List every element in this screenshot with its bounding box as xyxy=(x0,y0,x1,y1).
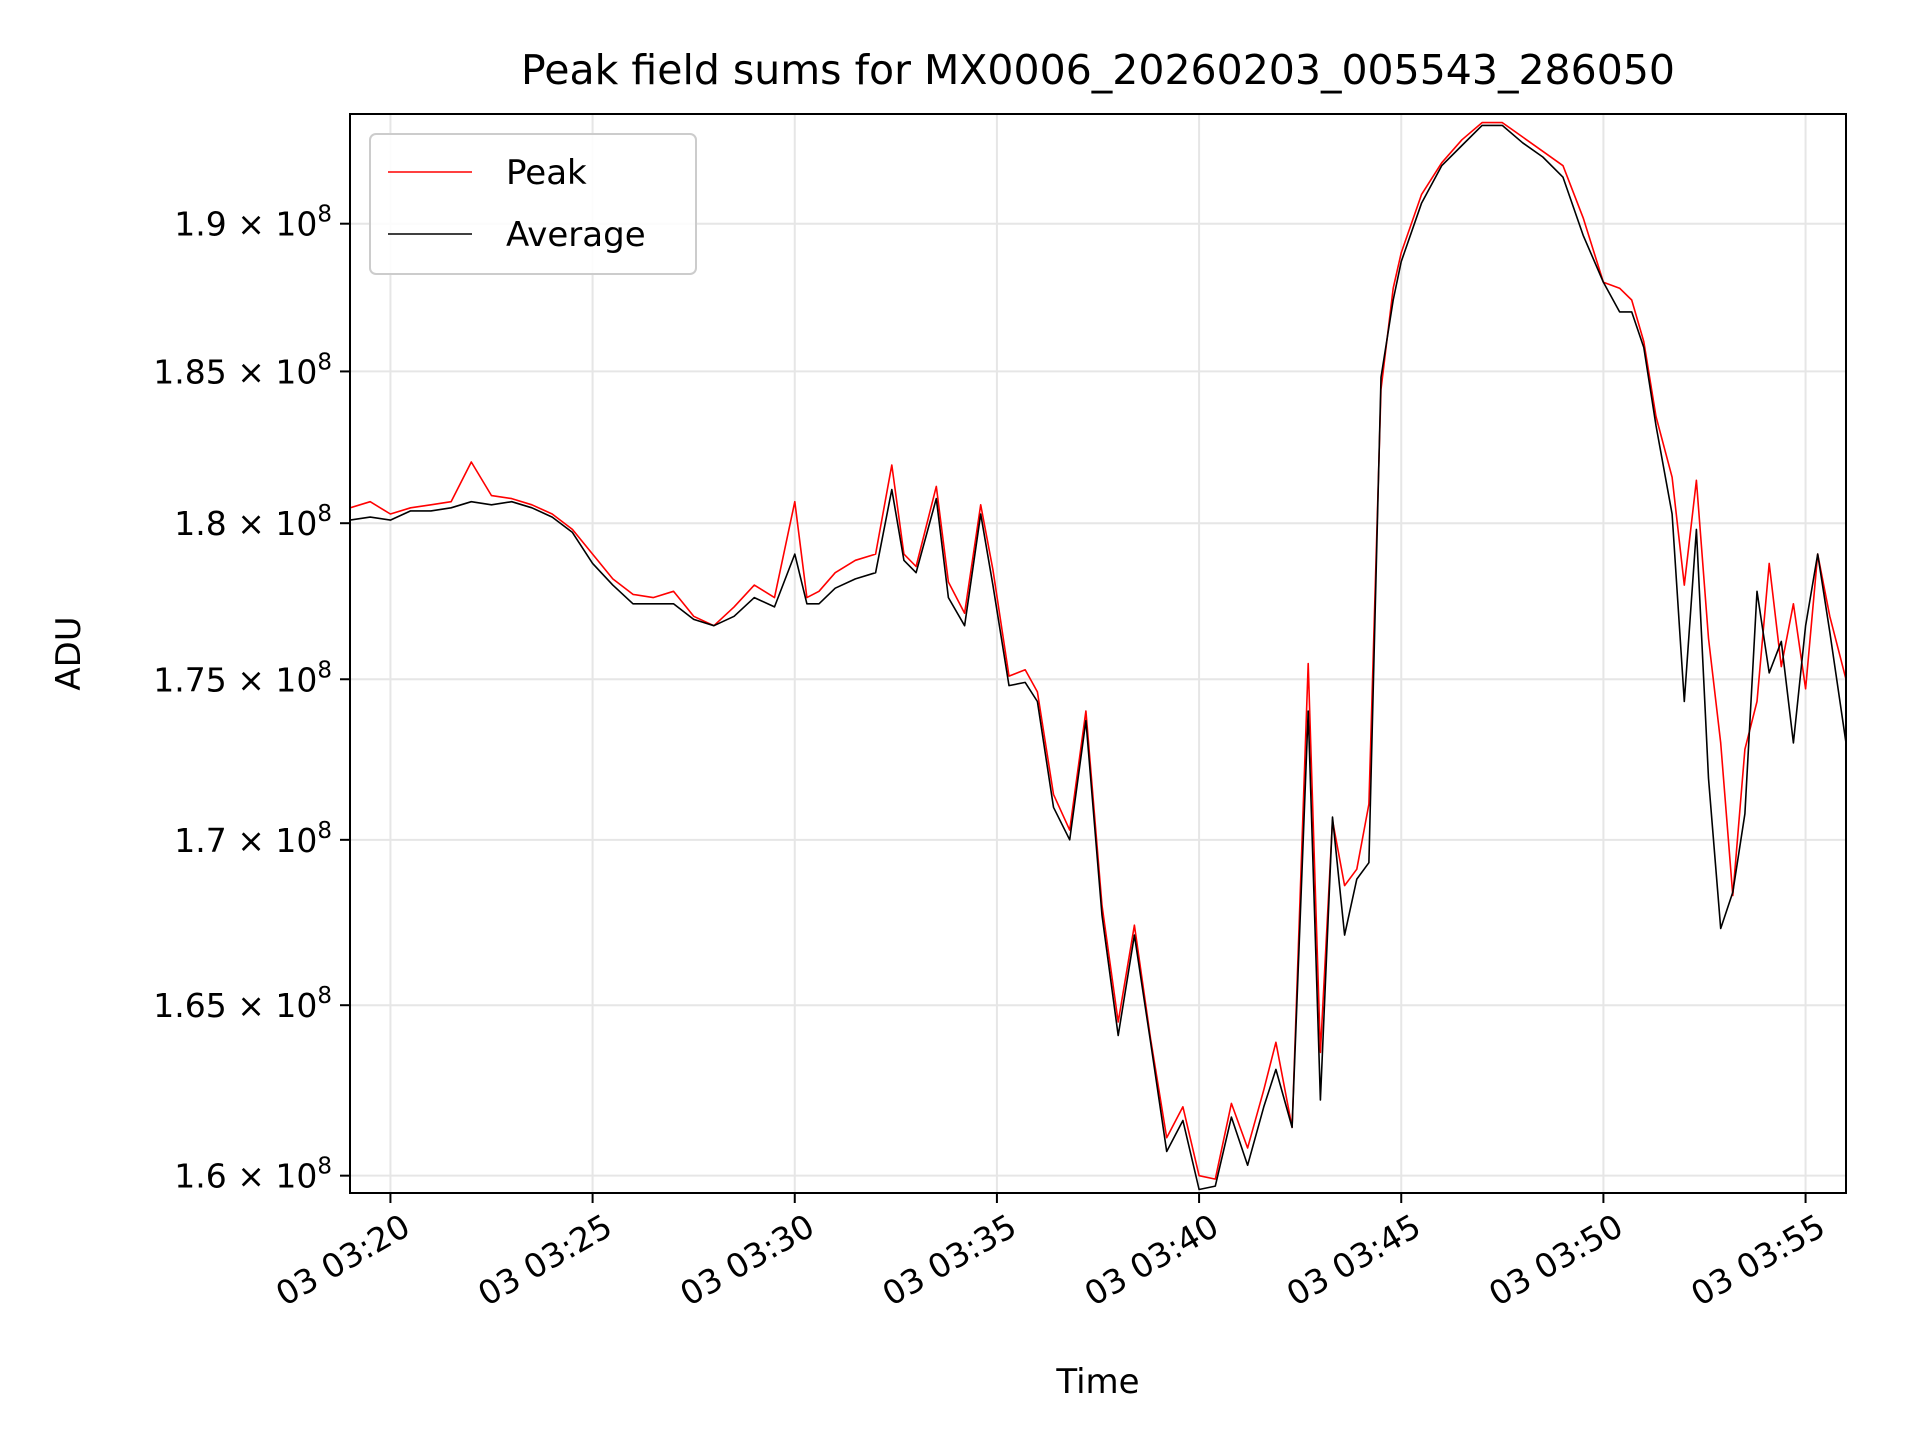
y-tick-mantissa: 1.65 xyxy=(153,986,226,1025)
y-tick-label: 1.85 × 108 xyxy=(153,349,332,391)
legend-label: Average xyxy=(506,215,646,255)
y-tick-mantissa: 1.7 xyxy=(174,821,226,860)
y-tick-mantissa: 1.85 xyxy=(153,352,226,391)
series-line-peak xyxy=(350,121,1846,1180)
chart-title: Peak field sums for MX0006_20260203_0055… xyxy=(521,46,1675,94)
legend: Peak Average xyxy=(369,133,697,275)
series-line-average xyxy=(350,124,1846,1191)
y-tick-label: 1.8 × 108 xyxy=(174,501,332,543)
y-tick-exponent: 8 xyxy=(317,818,332,844)
y-tick-label: 1.65 × 108 xyxy=(153,983,332,1025)
y-tick-label: 1.9 × 108 xyxy=(174,202,332,244)
y-tick-exponent: 8 xyxy=(317,657,332,683)
y-tick-mantissa: 1.6 xyxy=(174,1157,226,1196)
y-axis-label: ADU xyxy=(49,616,89,690)
y-tick-mantissa: 1.8 xyxy=(174,504,226,543)
grid xyxy=(350,114,1846,1193)
legend-box xyxy=(369,133,697,275)
y-tick-label: 1.7 × 108 xyxy=(174,818,332,860)
y-tick-exponent: 8 xyxy=(317,349,332,375)
y-tick-exponent: 8 xyxy=(317,983,332,1009)
legend-label: Peak xyxy=(506,153,587,193)
y-tick-mantissa: 1.75 xyxy=(153,660,226,699)
series-layer xyxy=(350,121,1846,1191)
y-tick-exponent: 8 xyxy=(317,1154,332,1180)
y-tick-exponent: 8 xyxy=(317,202,332,228)
plot-frame xyxy=(349,113,1847,1194)
y-tick-mantissa: 1.9 xyxy=(174,205,226,244)
y-tick-label: 1.75 × 108 xyxy=(153,657,332,699)
y-tick-label: 1.6 × 108 xyxy=(174,1154,332,1196)
x-axis-label: Time xyxy=(1055,1362,1139,1402)
y-tick-exponent: 8 xyxy=(317,501,332,527)
